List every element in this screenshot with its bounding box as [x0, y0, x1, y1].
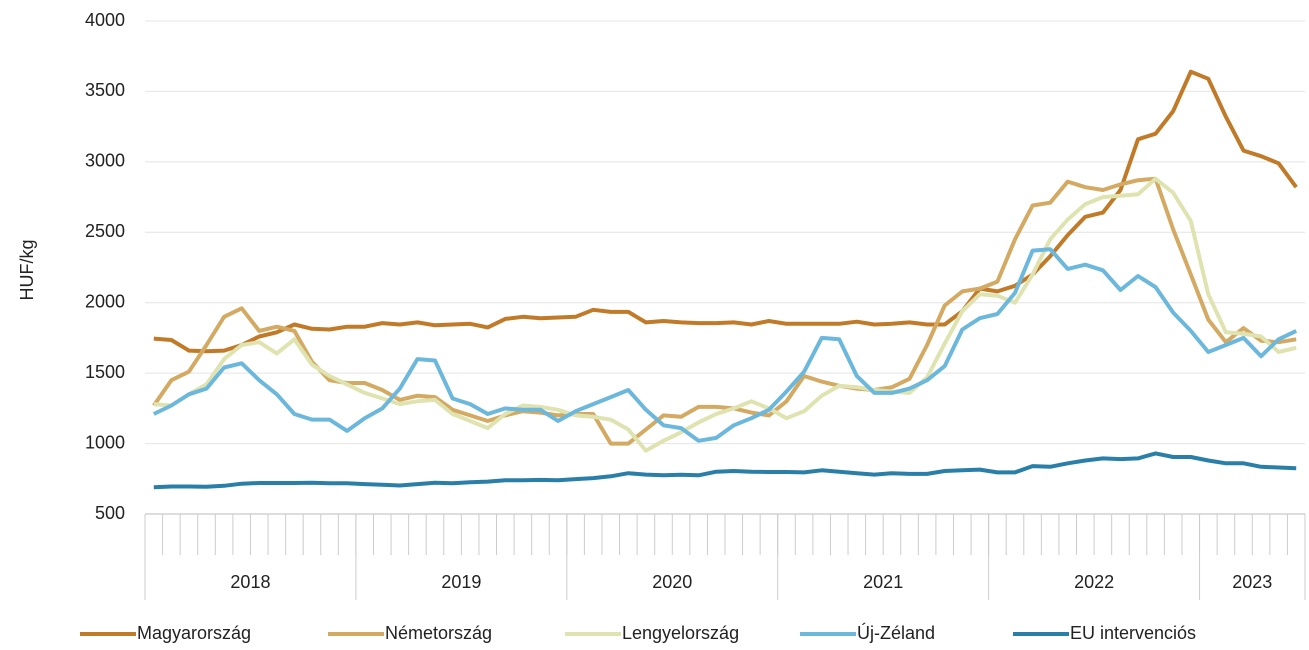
legend-label: Magyarország — [137, 623, 251, 643]
x-group-label: 2021 — [863, 572, 903, 592]
y-tick-label: 2500 — [85, 221, 125, 241]
x-group-label: 2020 — [652, 572, 692, 592]
series-line — [153, 176, 1297, 453]
y-tick-label: 500 — [95, 503, 125, 523]
y-tick-label: 1000 — [85, 432, 125, 452]
x-group-label: 2022 — [1074, 572, 1114, 592]
y-axis-label: HUF/kg — [17, 239, 37, 300]
y-tick-label: 3500 — [85, 80, 125, 100]
x-group-label: 2019 — [441, 572, 481, 592]
legend-label: EU intervenciós — [1070, 623, 1196, 643]
series-line — [152, 247, 1298, 443]
x-group-label: 2023 — [1232, 572, 1272, 592]
legend-label: Új-Zéland — [857, 622, 935, 643]
series-line — [152, 176, 1297, 446]
x-group-label: 2018 — [230, 572, 270, 592]
y-tick-label: 1500 — [85, 362, 125, 382]
legend-label: Németország — [385, 623, 492, 643]
y-tick-label: 3000 — [85, 151, 125, 171]
series-line — [153, 451, 1297, 490]
legend-label: Lengyelország — [622, 623, 739, 643]
y-tick-label: 4000 — [85, 10, 125, 30]
y-tick-label: 2000 — [85, 291, 125, 311]
series-line — [153, 69, 1298, 354]
